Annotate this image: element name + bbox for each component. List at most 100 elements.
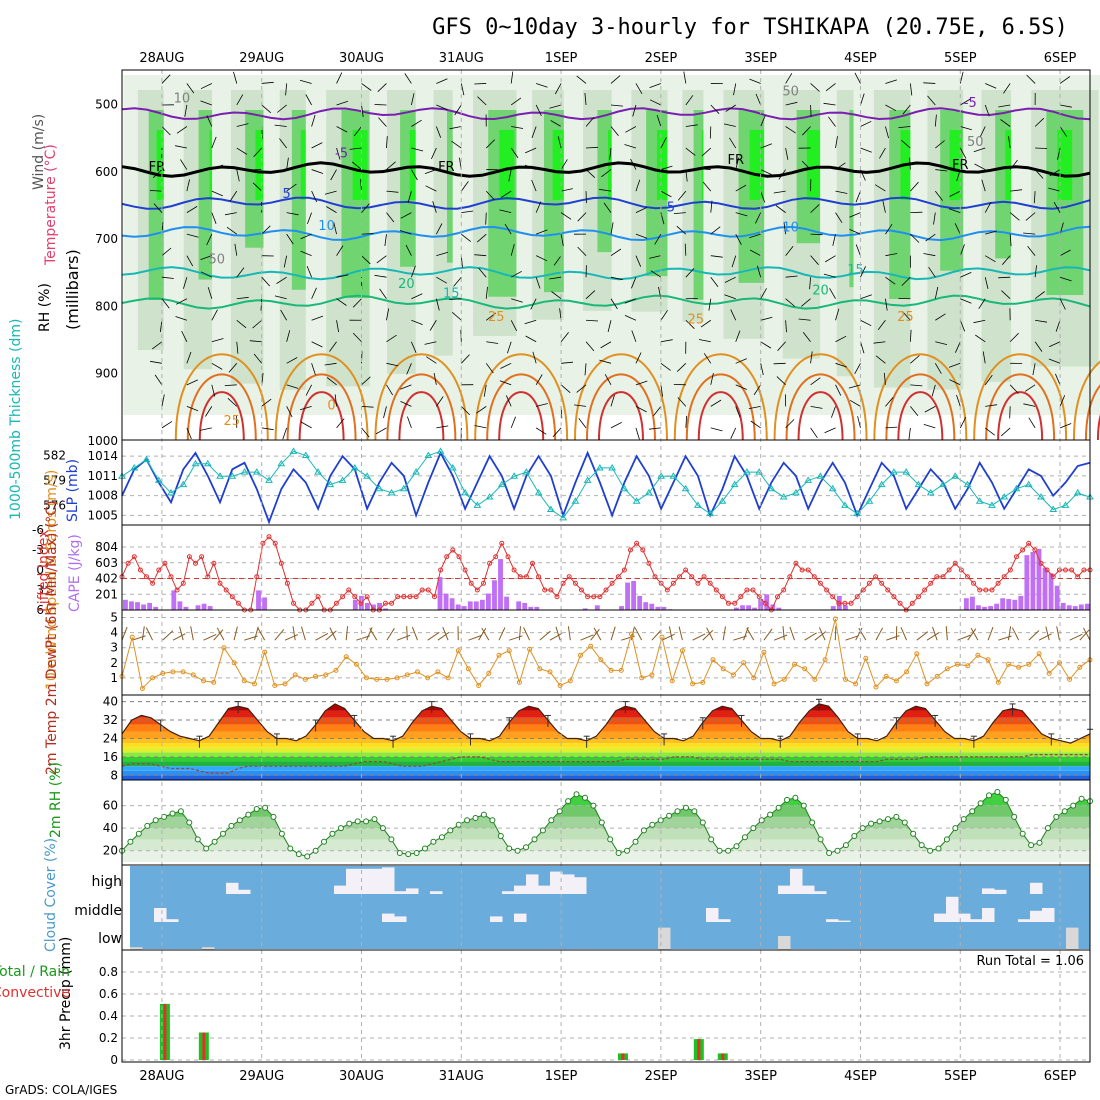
lifted-index-point [787,574,793,580]
cape-bar [183,606,189,610]
cloud-high-bar [562,874,575,894]
rh-tick: 60 [103,799,118,813]
wind10m-speed-point [598,657,604,663]
wind-barb [285,83,288,96]
wind-barb [161,276,174,279]
wind10m-barb [233,626,238,641]
wind-barb [236,123,249,127]
rh-point [969,808,976,815]
lifted-index-point [952,560,958,566]
thickness-point [1073,488,1082,496]
lifted-index-point [1075,574,1081,580]
wind-barb [823,273,836,278]
thickness-point [963,480,972,488]
thickness-point [608,463,617,471]
cape-bar [365,602,370,610]
lifted-index-point [278,560,284,566]
rh-point [809,819,816,826]
lifted-index-point [517,574,523,580]
wind-barb [286,183,297,192]
wind-barb [810,204,820,213]
wind-barb [760,363,764,376]
thickness-point [669,472,678,479]
wind10m-barb [1079,629,1090,641]
wind-barb [277,104,287,113]
wind10m-speed-point [1046,670,1052,676]
rh-point [615,850,622,856]
date-tick-top: 30AUG [339,51,384,66]
wind-barb [407,416,412,429]
wind-barb [1034,291,1045,300]
wind-barb [710,226,721,235]
wind10m-speed-point [944,666,950,672]
wind-barb [610,276,623,281]
wind-barb [153,203,163,213]
wind-barb [411,169,418,181]
cape-bar [649,603,655,610]
wind-barb [923,253,936,257]
wind-barb [525,147,537,154]
lifted-index-point [695,580,701,586]
wind-barb [574,404,587,407]
wind-barb [286,384,299,389]
wind-barb [311,190,318,203]
wind-barb [649,99,662,106]
wind-barb [426,356,437,364]
cape-bar [830,606,836,610]
wind10m-barb [549,632,563,641]
slp-tick: 1008 [87,489,118,503]
wind-barb [785,147,789,160]
rh-point [716,847,723,854]
wind10m-speed-point [333,667,339,673]
lifted-index-point [1001,574,1007,580]
wind10m-speed-point [720,666,726,672]
cloud-middle-bar [490,916,503,922]
cape-bar [449,598,455,610]
wind-barb [1049,169,1061,177]
rh-shade-peak [552,130,565,200]
cape-bar [504,596,509,610]
cape-bar [752,607,758,610]
wind10m-speed-point [262,649,268,655]
wind-barb [224,212,237,216]
wind-barb [361,233,374,235]
wind-barb [974,163,986,170]
wind10m-barb [580,634,594,641]
wind10m-speed-point [292,672,298,678]
rh-point [725,847,732,854]
lifted-index-point [585,594,591,600]
wind10m-barb [216,627,225,641]
wind-barb [211,136,217,149]
rh-point [455,821,462,828]
wind-barb [384,234,387,247]
wind-barb [386,190,399,193]
wind-barb [211,338,224,343]
lifted-index-point [934,574,940,580]
wind-barb [336,274,349,278]
wind-barb [610,422,622,429]
wind-barb [860,319,872,327]
thickness-point [939,480,947,488]
date-tick-bottom: 2SEP [645,1069,678,1084]
wind-barb [183,277,188,289]
wind-barb [631,330,637,342]
wind-barb [984,427,995,436]
wind10m-speed-point [700,679,706,685]
wind-barb [600,341,612,349]
wind-barb [835,308,840,321]
wind-barb [649,83,662,88]
rh-shade-peak [499,130,515,200]
wind-barb [505,395,512,407]
lifted-index-point [683,567,689,573]
wind-barb [959,147,967,159]
date-tick-top: 4SEP [844,51,877,66]
wind-barb [375,427,387,435]
rh-point [868,820,875,827]
wind10m-barb [932,626,938,641]
wind10m-barb [141,626,145,641]
wind-barb [685,124,698,127]
wind-barb [902,104,911,115]
thickness-point [473,501,482,508]
wind10m-barb [437,631,450,641]
wind-barb [733,83,737,96]
